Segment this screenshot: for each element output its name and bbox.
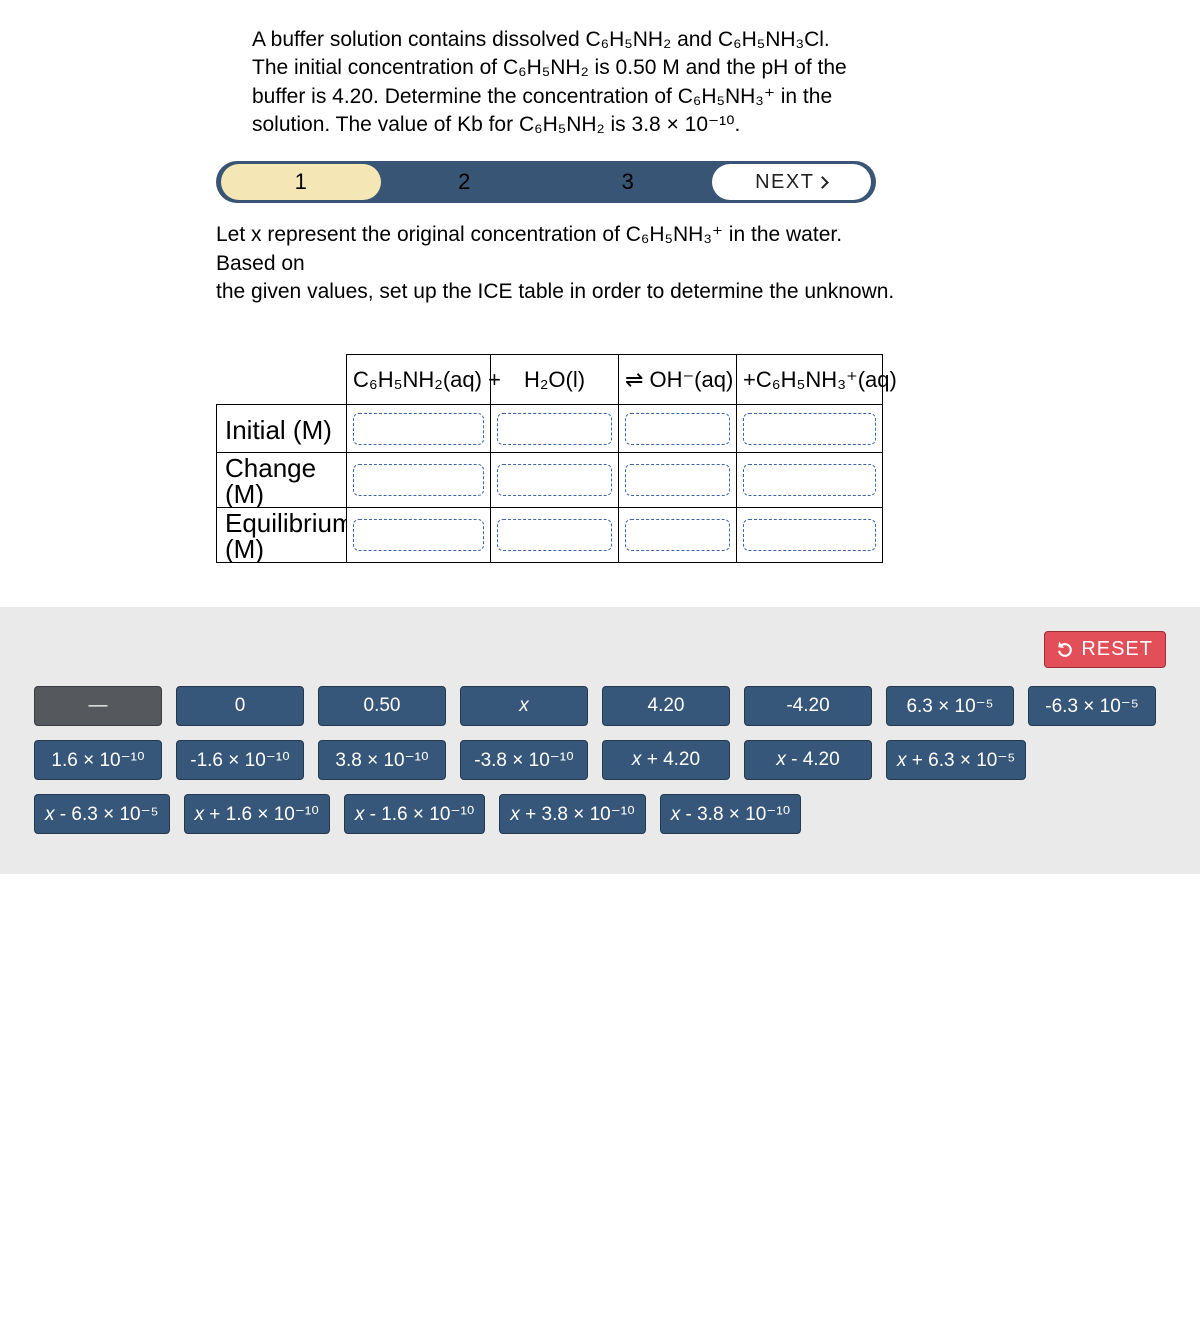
ice-change-c2[interactable] <box>497 464 612 496</box>
question-line-4: solution. The value of Kb for C₆H₅NH₂ is… <box>252 113 740 136</box>
question-line-3: buffer is 4.20. Determine the concentrat… <box>252 85 832 108</box>
chevron-right-icon <box>817 176 830 189</box>
answer-chip-10-label: 3.8 × 10⁻¹⁰ <box>335 749 428 772</box>
reset-label: RESET <box>1081 638 1153 661</box>
answer-chip-18[interactable]: x + 3.8 × 10⁻¹⁰ <box>499 794 645 834</box>
answer-chip-18-label: x + 3.8 × 10⁻¹⁰ <box>510 803 634 826</box>
step-1-label: 1 <box>295 169 307 195</box>
ice-eq-c2[interactable] <box>497 519 612 551</box>
ice-initial-c2[interactable] <box>497 413 612 445</box>
ice-table: C₆H₅NH₂(aq) + H₂O(l) ⇌ OH⁻(aq) +C₆H₅NH₃⁺… <box>216 354 883 563</box>
ice-row-equilibrium-label: Equilibrium (M) <box>217 508 347 563</box>
answer-chip-13-label: x - 4.20 <box>776 749 839 771</box>
answer-chip-12-label: x + 4.20 <box>632 749 700 771</box>
answer-chip-15[interactable]: x - 6.3 × 10⁻⁵ <box>34 794 170 834</box>
ice-initial-c4[interactable] <box>743 413 876 445</box>
answer-chip-7-label: -6.3 × 10⁻⁵ <box>1045 695 1138 718</box>
answer-chip-17[interactable]: x - 1.6 × 10⁻¹⁰ <box>344 794 486 834</box>
instructions-line-2: the given values, set up the ICE table i… <box>216 280 894 303</box>
answer-chip-13[interactable]: x - 4.20 <box>744 740 872 780</box>
answer-chip-8[interactable]: 1.6 × 10⁻¹⁰ <box>34 740 162 780</box>
step-1-pill: 1 <box>221 164 381 200</box>
ice-eq-c3[interactable] <box>625 519 730 551</box>
step-2[interactable]: 2 <box>383 169 547 195</box>
answer-chip-8-label: 1.6 × 10⁻¹⁰ <box>51 749 144 772</box>
ice-change-c1[interactable] <box>353 464 484 496</box>
answer-chip-3-label: x <box>519 695 529 717</box>
answer-chip-4-label: 4.20 <box>648 695 685 717</box>
instructions-line-1: Let x represent the original concentrati… <box>216 223 842 274</box>
answer-chip-12[interactable]: x + 4.20 <box>602 740 730 780</box>
next-step[interactable]: NEXT <box>710 164 874 200</box>
instructions-text: Let x represent the original concentrati… <box>216 221 896 306</box>
answer-chip-0-label: — <box>89 695 108 717</box>
ice-eq-c4[interactable] <box>743 519 876 551</box>
ice-initial-c1[interactable] <box>353 413 484 445</box>
answer-chip-16-label: x + 1.6 × 10⁻¹⁰ <box>195 803 319 826</box>
answer-chip-6[interactable]: 6.3 × 10⁻⁵ <box>886 686 1014 726</box>
next-button[interactable]: NEXT <box>712 164 872 200</box>
answer-chip-5[interactable]: -4.20 <box>744 686 872 726</box>
ice-row-equilibrium-text: Equilibrium (M) <box>225 510 338 562</box>
question-text: A buffer solution contains dissolved C₆H… <box>252 26 902 139</box>
ice-col-2: H₂O(l) <box>491 355 619 405</box>
question-line-2: The initial concentration of C₆H₅NH₂ is … <box>252 56 847 79</box>
answer-chip-2-label: 0.50 <box>364 695 401 717</box>
answer-chip-19-label: x - 3.8 × 10⁻¹⁰ <box>671 803 791 826</box>
ice-col-3: ⇌ OH⁻(aq) <box>619 355 737 405</box>
reset-icon <box>1055 640 1075 660</box>
ice-eq-c1[interactable] <box>353 519 484 551</box>
answer-chip-6-label: 6.3 × 10⁻⁵ <box>906 695 993 718</box>
answer-chip-9-label: -1.6 × 10⁻¹⁰ <box>190 749 290 772</box>
ice-row-initial-text: Initial (M) <box>225 417 338 443</box>
answer-chip-17-label: x - 1.6 × 10⁻¹⁰ <box>355 803 475 826</box>
answer-chip-15-label: x - 6.3 × 10⁻⁵ <box>45 803 159 826</box>
step-1[interactable]: 1 <box>219 164 383 200</box>
answer-chip-11-label: -3.8 × 10⁻¹⁰ <box>474 749 574 772</box>
answer-chip-4[interactable]: 4.20 <box>602 686 730 726</box>
next-label: NEXT <box>755 171 814 194</box>
answer-chip-1-label: 0 <box>235 695 246 717</box>
step-3-label: 3 <box>622 169 634 194</box>
reset-button[interactable]: RESET <box>1044 631 1166 668</box>
ice-col-4: +C₆H₅NH₃⁺(aq) <box>737 355 883 405</box>
ice-row-initial-label: Initial (M) <box>217 405 347 453</box>
answer-chip-19[interactable]: x - 3.8 × 10⁻¹⁰ <box>660 794 802 834</box>
answer-chip-14-label: x + 6.3 × 10⁻⁵ <box>897 749 1015 772</box>
ice-col-1: C₆H₅NH₂(aq) + <box>347 355 491 405</box>
answer-chip-9[interactable]: -1.6 × 10⁻¹⁰ <box>176 740 304 780</box>
step-2-label: 2 <box>458 169 470 194</box>
answer-chip-11[interactable]: -3.8 × 10⁻¹⁰ <box>460 740 588 780</box>
answer-chip-16[interactable]: x + 1.6 × 10⁻¹⁰ <box>184 794 330 834</box>
answer-chip-14[interactable]: x + 6.3 × 10⁻⁵ <box>886 740 1026 780</box>
ice-initial-c3[interactable] <box>625 413 730 445</box>
answer-bank: RESET — 0 0.50 x 4.20 -4.20 6.3 × 10⁻⁵ -6.3 × 1… <box>0 607 1200 874</box>
answer-chip-5-label: -4.20 <box>786 695 829 717</box>
ice-change-c4[interactable] <box>743 464 876 496</box>
answer-chip-3[interactable]: x <box>460 686 588 726</box>
ice-row-change-text: Change (M) <box>225 455 338 507</box>
step-3[interactable]: 3 <box>546 169 710 195</box>
ice-empty-corner <box>217 355 347 405</box>
chips-grid: — 0 0.50 x 4.20 -4.20 6.3 × 10⁻⁵ -6.3 × 10⁻⁵ 1.6… <box>34 686 1166 834</box>
answer-chip-0[interactable]: — <box>34 686 162 726</box>
ice-row-change-label: Change (M) <box>217 453 347 508</box>
step-indicator: 1 2 3 NEXT <box>216 161 876 203</box>
answer-chip-2[interactable]: 0.50 <box>318 686 446 726</box>
answer-chip-10[interactable]: 3.8 × 10⁻¹⁰ <box>318 740 446 780</box>
answer-chip-7[interactable]: -6.3 × 10⁻⁵ <box>1028 686 1156 726</box>
question-line-1: A buffer solution contains dissolved C₆H… <box>252 28 830 51</box>
answer-chip-1[interactable]: 0 <box>176 686 304 726</box>
ice-change-c3[interactable] <box>625 464 730 496</box>
